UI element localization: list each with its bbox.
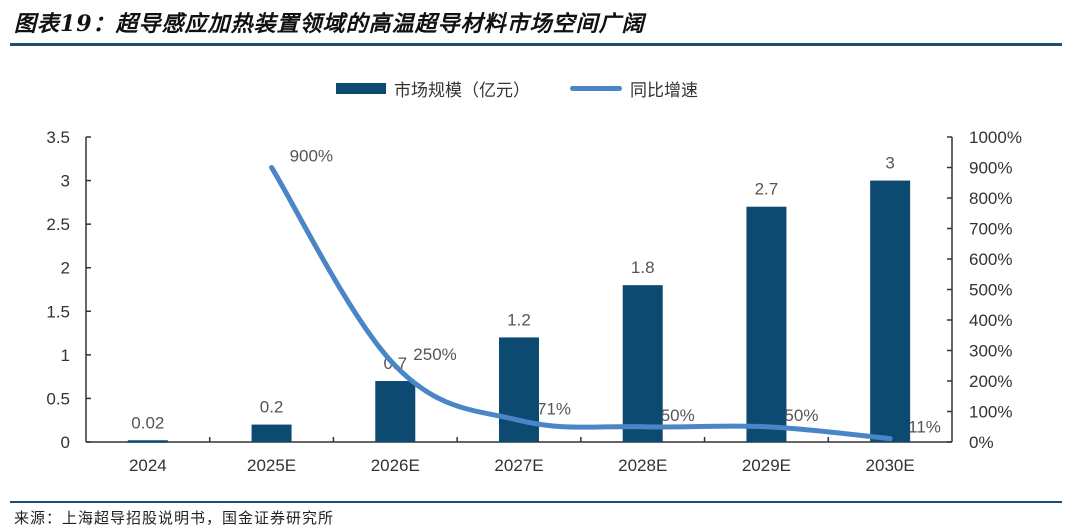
category-label: 2027E [494,456,543,475]
left-tick-label: 2 [61,259,70,278]
bar-value-label: 1.2 [507,310,531,329]
source-divider [10,501,1062,503]
growth-value-label: 71% [537,399,571,418]
left-tick-label: 2.5 [46,215,70,234]
legend-bar-label: 市场规模（亿元） [394,81,530,101]
category-label: 2024 [129,456,167,475]
right-tick-label: 0% [969,433,994,452]
left-tick-label: 0 [61,433,70,452]
bar [622,285,663,442]
bar [251,424,292,442]
left-tick-label: 1 [61,346,70,365]
category-label: 2030E [866,456,915,475]
growth-value-label: 900% [290,147,333,166]
left-tick-label: 1.5 [46,302,70,321]
growth-value-label: 50% [784,406,818,425]
right-tick-label: 500% [969,281,1012,300]
bar-value-label: 0.2 [260,398,284,417]
growth-value-label: 50% [661,406,695,425]
growth-value-label: 250% [413,345,456,364]
bar-value-label: 2.7 [755,180,779,199]
right-tick-label: 100% [969,403,1012,422]
right-tick-label: 600% [969,250,1012,269]
bar [746,206,787,442]
bar [127,440,168,443]
right-tick-label: 200% [969,372,1012,391]
category-label: 2025E [247,456,296,475]
right-tick-label: 700% [969,220,1012,239]
growth-value-label: 11% [908,418,941,437]
left-tick-label: 3.5 [46,128,70,147]
bar-value-label: 1.8 [631,258,655,277]
right-tick-label: 900% [969,159,1012,178]
bar [375,381,416,442]
category-label: 2026E [371,456,420,475]
bar [499,337,539,442]
legend-bar-swatch [336,83,386,94]
bar-value-label: 0.02 [131,413,164,432]
growth-line [269,165,893,442]
chart-title: 图表19：超导感应加热装置领域的高温超导材料市场空间广阔 [14,11,645,37]
left-tick-label: 3 [61,172,70,191]
right-tick-label: 1000% [969,128,1022,147]
bar-value-label: 3 [885,154,894,173]
legend-line-label: 同比增速 [630,81,698,101]
category-label: 2028E [618,456,667,475]
right-tick-label: 800% [969,189,1012,208]
legend: 市场规模（亿元） 同比增速 [336,76,698,101]
legend-line-swatch [570,86,622,91]
bar [870,180,911,443]
title-divider [10,43,1062,46]
right-tick-label: 400% [969,311,1012,330]
chart-plot: 0 0.5 1 1.5 2 2.5 3 3.5 0% 100% 200% 300% 400% 500% 60… [46,128,1022,475]
source-note: 来源：上海超导招股说明书，国金证券研究所 [14,509,335,527]
category-label: 2029E [742,456,791,475]
left-tick-label: 0.5 [46,389,70,408]
right-tick-label: 300% [969,342,1012,361]
